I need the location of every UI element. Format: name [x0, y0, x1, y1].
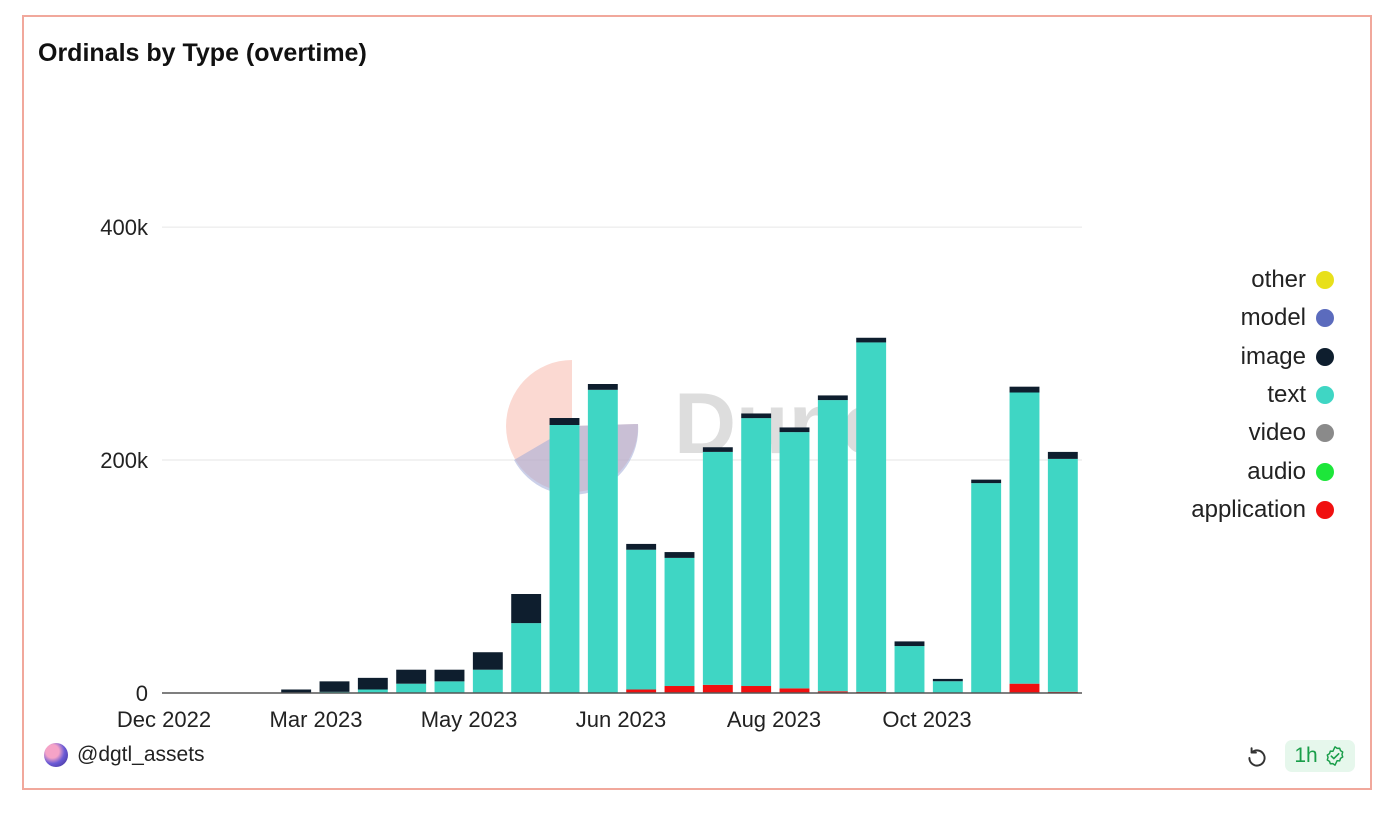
bar-text — [779, 432, 810, 689]
legend-item-other[interactable]: other — [1191, 261, 1334, 299]
legend-item-application[interactable]: application — [1191, 491, 1334, 529]
bar-application — [626, 689, 657, 693]
bar-application — [741, 686, 772, 693]
legend-label: image — [1240, 342, 1306, 370]
bar-series — [281, 337, 1078, 694]
bar-text — [1047, 458, 1078, 692]
refresh-icon[interactable] — [1244, 745, 1270, 771]
legend-label: model — [1240, 304, 1306, 332]
legend-swatch — [1316, 347, 1334, 366]
bar-text — [741, 418, 772, 687]
legend-item-video[interactable]: video — [1191, 414, 1334, 452]
legend-swatch — [1316, 424, 1334, 443]
bar-image — [971, 479, 1002, 484]
x-tick-label: Jun 2023 — [576, 707, 667, 732]
bar-text — [511, 623, 542, 693]
x-tick-label: Aug 2023 — [727, 707, 821, 732]
legend-swatch — [1316, 500, 1334, 519]
y-tick-label: 200k — [100, 448, 149, 473]
x-tick-label: Dec 2022 — [117, 707, 211, 732]
legend-swatch — [1316, 309, 1334, 328]
axes: 0 200k 400k Dec 2022 Mar 2023 May 2023 Jun 202… — [100, 215, 1082, 732]
bar-image — [1009, 386, 1040, 393]
y-tick-label: 400k — [100, 215, 149, 240]
bar-text — [932, 681, 963, 693]
bar-application — [779, 688, 810, 693]
bar-text — [971, 483, 1002, 693]
bar-image — [396, 669, 427, 684]
bar-image — [856, 337, 887, 343]
bar-text — [664, 557, 695, 687]
bar-image — [357, 677, 388, 690]
legend-swatch — [1316, 386, 1334, 405]
legend-label: audio — [1247, 457, 1306, 485]
legend-item-model[interactable]: model — [1191, 299, 1334, 337]
bar-application — [664, 686, 695, 693]
chart-card: Ordinals by Type (overtime) Dune 0 200k 40… — [22, 15, 1372, 790]
bar-image — [1047, 451, 1078, 459]
bar-image — [319, 681, 350, 692]
bar-text — [434, 681, 465, 693]
bar-image — [549, 418, 580, 426]
author-handle: @dgtl_assets — [77, 743, 205, 766]
bar-image — [472, 652, 503, 670]
legend-label: other — [1251, 266, 1306, 294]
bar-image — [626, 543, 657, 550]
legend-swatch — [1316, 271, 1334, 290]
check-circle-icon — [1326, 746, 1344, 766]
bar-text — [549, 425, 580, 693]
bar-image — [587, 384, 618, 390]
legend-label: application — [1191, 495, 1306, 523]
bar-image — [894, 641, 925, 647]
bar-image — [779, 427, 810, 433]
bar-image — [817, 395, 848, 401]
bar-image — [511, 594, 542, 624]
bar-application — [1009, 683, 1040, 693]
bar-image — [702, 447, 733, 452]
bar-image — [932, 678, 963, 682]
bar-text — [1009, 392, 1040, 684]
bar-text — [702, 451, 733, 685]
refresh-interval: 1h — [1294, 744, 1318, 767]
bar-text — [396, 683, 427, 693]
legend-item-audio[interactable]: audio — [1191, 452, 1334, 490]
bar-text — [626, 549, 657, 690]
legend-item-image[interactable]: image — [1191, 338, 1334, 376]
author[interactable]: @dgtl_assets — [44, 743, 205, 767]
bar-image — [281, 689, 312, 693]
bar-application — [702, 684, 733, 693]
bar-text — [856, 342, 887, 692]
bar-text — [894, 646, 925, 693]
x-tick-label: Oct 2023 — [882, 707, 971, 732]
bar-text — [587, 389, 618, 693]
avatar — [44, 743, 68, 767]
x-tick-label: May 2023 — [421, 707, 518, 732]
bar-text — [817, 400, 848, 692]
legend-label: video — [1248, 419, 1306, 447]
bar-text — [472, 669, 503, 693]
legend-swatch — [1316, 462, 1334, 481]
bar-image — [664, 552, 695, 558]
bar-image — [434, 669, 465, 682]
legend-item-text[interactable]: text — [1191, 376, 1334, 414]
chart-title: Ordinals by Type (overtime) — [38, 39, 367, 67]
bar-image — [741, 413, 772, 419]
legend: other model image text video audio application — [1191, 261, 1334, 529]
bar-application — [817, 691, 848, 693]
bar-text — [357, 689, 388, 693]
x-tick-label: Mar 2023 — [270, 707, 363, 732]
y-tick-label: 0 — [136, 681, 148, 706]
legend-label: text — [1267, 381, 1306, 409]
refresh-badge[interactable]: 1h — [1285, 740, 1355, 772]
